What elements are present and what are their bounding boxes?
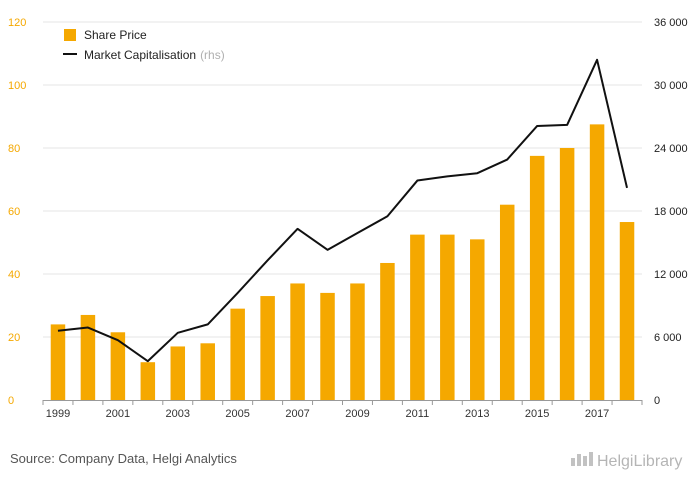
x-tick-label: 1999 [46, 408, 70, 420]
share-price-bar [559, 148, 575, 400]
x-tick-label: 2015 [525, 408, 549, 420]
share-price-bar [470, 239, 485, 400]
y-right-tick-label: 24 000 [654, 143, 688, 155]
share-price-bar [50, 324, 66, 400]
axes: 0 20 40 60 80 100 120 0 6 000 12 000 18 000 24 000 3… [8, 17, 688, 420]
y-left-tick-label: 80 [8, 143, 20, 155]
y-left-tick-label: 40 [8, 269, 20, 281]
x-tick-label: 2007 [285, 408, 309, 420]
y-right-tick-label: 18 000 [654, 206, 688, 218]
y-right-tick-label: 0 [654, 395, 660, 407]
y-left-tick-label: 100 [8, 80, 26, 92]
share-price-bar [410, 234, 425, 400]
share-price-bar [440, 234, 455, 400]
y-right-tick-label: 12 000 [654, 269, 688, 281]
x-tick-label: 2001 [106, 408, 130, 420]
footer: Source: Company Data, Helgi Analytics He… [10, 451, 682, 470]
share-price-bar [350, 283, 365, 400]
y-right-tick-label: 36 000 [654, 17, 688, 29]
helgi-logo-icon [571, 452, 593, 466]
source-note: Source: Company Data, Helgi Analytics [10, 451, 237, 466]
x-tick-label: 2003 [166, 408, 190, 420]
x-tick-label: 2017 [585, 408, 609, 420]
market-cap-line-group [57, 58, 628, 363]
gridlines [43, 21, 642, 338]
share-price-bar [529, 155, 545, 400]
share-price-bar [80, 314, 96, 400]
legend-label-market-cap: Market Capitalisation (rhs) [84, 48, 225, 62]
y-left-tick-label: 0 [8, 395, 14, 407]
share-price-bar [499, 204, 515, 400]
x-tick-label: 2011 [406, 408, 430, 420]
share-price-bar [260, 296, 275, 400]
legend-swatch-share-price [64, 29, 76, 41]
x-tick-label: 2005 [225, 408, 249, 420]
x-tick-label: 2009 [345, 408, 369, 420]
legend: Share Price Market Capitalisation (rhs) [63, 28, 225, 62]
share-price-bar [230, 308, 245, 400]
share-price-bar [290, 283, 305, 400]
share-price-bar [200, 343, 215, 400]
x-tick-label: 2013 [465, 408, 489, 420]
y-right-tick-label: 6 000 [654, 332, 682, 344]
market-cap-line [57, 58, 628, 363]
share-price-bars [50, 124, 635, 400]
share-price-bar [380, 262, 395, 400]
y-left-tick-label: 20 [8, 332, 20, 344]
legend-label-share-price: Share Price [84, 28, 147, 42]
y-left-tick-label: 120 [8, 17, 26, 29]
share-price-bar [140, 362, 156, 400]
y-right-tick-label: 30 000 [654, 80, 688, 92]
share-price-bar [589, 124, 605, 400]
share-price-bar [619, 222, 635, 400]
share-price-bar [320, 292, 335, 400]
share-price-bar [170, 346, 186, 400]
y-left-tick-label: 60 [8, 206, 20, 218]
brand-name: HelgiLibrary [597, 453, 682, 470]
share-price-bar [110, 332, 126, 400]
